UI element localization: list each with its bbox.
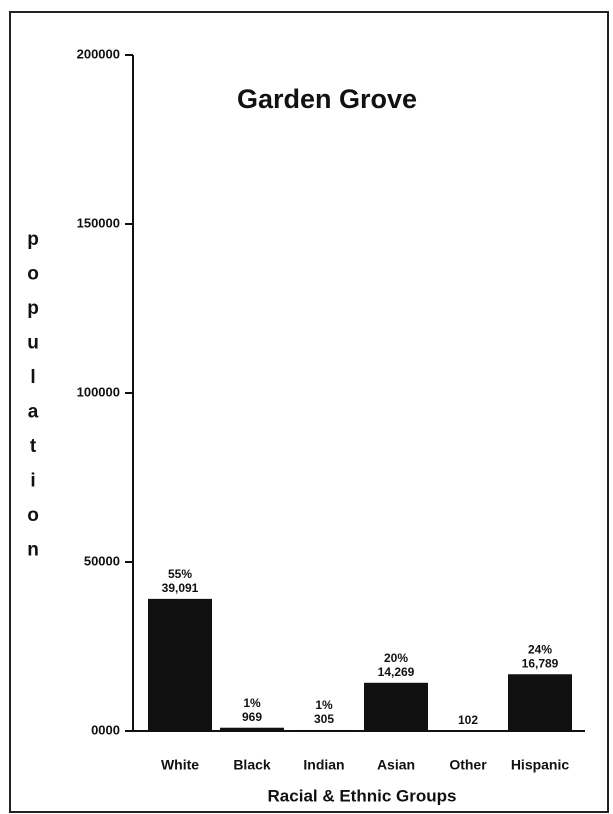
x-tick-label: Other <box>449 757 487 773</box>
y-tick-label: 0000 <box>91 722 120 737</box>
value-label: 969 <box>242 710 262 724</box>
bar <box>364 682 428 731</box>
x-tick-label: Black <box>233 757 271 773</box>
percent-label: 1% <box>315 698 333 712</box>
percent-label: 55% <box>168 567 192 581</box>
chart-title: Garden Grove <box>237 84 417 114</box>
y-tick-label: 200000 <box>77 46 120 61</box>
y-tick-label: 50000 <box>84 553 120 568</box>
bar <box>220 727 284 731</box>
bar <box>292 729 356 731</box>
bar <box>148 598 212 731</box>
bar <box>508 674 572 731</box>
y-tick-label: 150000 <box>77 215 120 230</box>
x-tick-label: Indian <box>303 757 344 773</box>
x-tick-label: White <box>161 757 199 773</box>
percent-label: 24% <box>528 642 552 656</box>
x-axis-label: Racial & Ethnic Groups <box>268 786 457 805</box>
value-label: 305 <box>314 712 334 726</box>
value-label: 39,091 <box>162 581 199 595</box>
frame <box>9 11 609 813</box>
percent-label: 1% <box>243 696 261 710</box>
x-tick-label: Hispanic <box>511 757 570 773</box>
value-label: 16,789 <box>522 656 559 670</box>
x-tick-label: Asian <box>377 757 415 773</box>
percent-label: 20% <box>384 651 408 665</box>
y-tick-label: 100000 <box>77 384 120 399</box>
value-label: 102 <box>458 713 478 727</box>
value-label: 14,269 <box>378 665 415 679</box>
